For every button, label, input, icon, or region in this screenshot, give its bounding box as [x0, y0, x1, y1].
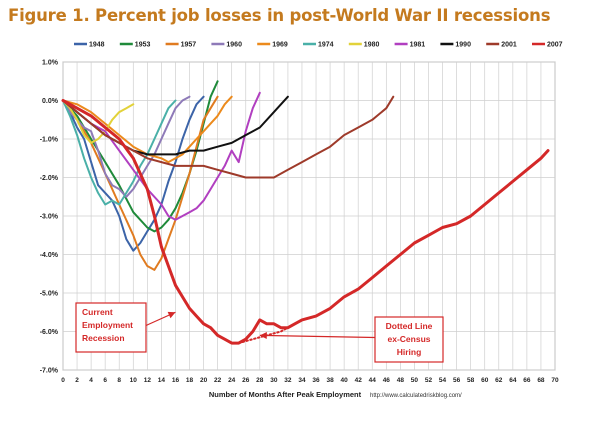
y-tick-label: -5.0%	[40, 291, 59, 298]
series-line-1948	[62, 95, 205, 252]
legend-label: 1953	[135, 42, 151, 49]
legend-label: 1980	[364, 42, 380, 49]
axes: 1.0% 0.0% -1.0% -2.0% -3.0% -4.0% -5.0% -6.0% -7…	[40, 60, 559, 385]
x-tick-label: 24	[228, 377, 236, 384]
x-tick-label: 38	[326, 377, 334, 384]
series-line-1980	[62, 99, 135, 144]
legend-label: 1957	[181, 42, 197, 49]
x-tick-label: 2	[75, 377, 79, 384]
legend-label: 1948	[89, 42, 105, 49]
x-tick-label: 34	[298, 377, 306, 384]
x-tick-label: 52	[425, 377, 433, 384]
legend-label: 1969	[272, 42, 288, 49]
x-tick-label: 64	[509, 377, 517, 384]
legend-label: 2001	[501, 42, 517, 49]
y-tick-label: -6.0%	[40, 329, 59, 336]
legend-label: 1960	[226, 42, 242, 49]
x-tick-label: 46	[383, 377, 391, 384]
source-url: http://www.calculatedriskblog.com/	[370, 393, 462, 399]
x-tick-label: 28	[256, 377, 264, 384]
x-tick-label: 66	[523, 377, 531, 384]
x-tick-label: 70	[551, 377, 559, 384]
annotation-text: Recession	[82, 333, 125, 343]
y-tick-label: -7.0%	[40, 368, 59, 375]
x-tick-label: 12	[144, 377, 152, 384]
x-tick-label: 26	[242, 377, 250, 384]
annotation-text: ex-Census	[388, 334, 431, 344]
x-tick-label: 4	[89, 377, 93, 384]
annotation-box	[374, 316, 444, 363]
x-tick-label: 8	[117, 377, 121, 384]
x-tick-label: 22	[214, 377, 222, 384]
legend-label: 2007	[547, 42, 563, 49]
annotation-text: Dotted Line	[386, 321, 433, 331]
annotation-box	[75, 302, 147, 353]
x-tick-label: 14	[158, 377, 166, 384]
x-tick-label: 48	[397, 377, 405, 384]
y-tick-label: 0.0%	[42, 98, 59, 105]
series-line-1960	[62, 95, 191, 198]
x-tick-label: 30	[270, 377, 278, 384]
x-tick-label: 20	[200, 377, 208, 384]
x-tick-label: 0	[61, 377, 65, 384]
chart-title: Figure 1. Percent job losses in post-Wor…	[8, 6, 551, 25]
x-tick-label: 36	[312, 377, 320, 384]
legend-label: 1981	[410, 42, 426, 49]
annotation-arrow	[259, 334, 376, 339]
x-tick-label: 68	[537, 377, 545, 384]
x-tick-label: 6	[103, 377, 107, 384]
x-tick-label: 56	[453, 377, 461, 384]
series-line-2007	[61, 99, 550, 345]
annotation-text: Employment	[82, 320, 133, 330]
x-tick-label: 54	[439, 377, 447, 384]
legend-label: 1974	[318, 42, 334, 49]
x-tick-label: 16	[172, 377, 180, 384]
series-line-2001	[62, 95, 395, 179]
legend: 1948 1953 1957 1960 1969 1974 1980 1981 1990 2001…	[74, 42, 563, 49]
x-tick-label: 50	[411, 377, 419, 384]
x-tick-label: 58	[467, 377, 475, 384]
x-tick-label: 62	[495, 377, 503, 384]
x-tick-label: 42	[355, 377, 363, 384]
x-tick-label: 32	[284, 377, 292, 384]
annotations: Current Employment Recession Dotted Line ex-…	[75, 302, 444, 363]
annotation-arrowhead	[167, 311, 176, 319]
annotation-text: Current	[82, 307, 113, 317]
series-line-1974	[62, 99, 177, 206]
legend-label: 1990	[455, 42, 471, 49]
annotation-text: Hiring	[397, 347, 422, 357]
y-tick-label: 1.0%	[42, 60, 59, 67]
series-line-1969	[62, 95, 233, 164]
x-tick-label: 10	[130, 377, 138, 384]
x-tick-label: 40	[341, 377, 349, 384]
y-tick-label: -1.0%	[40, 137, 59, 144]
x-tick-label: 60	[481, 377, 489, 384]
x-tick-label: 44	[369, 377, 377, 384]
annotation-arrowhead	[259, 332, 267, 339]
y-tick-label: -3.0%	[40, 214, 59, 221]
x-axis-label: Number of Months After Peak Employment	[209, 390, 362, 399]
y-tick-label: -4.0%	[40, 252, 59, 259]
y-tick-label: -2.0%	[40, 175, 59, 182]
x-tick-label: 18	[186, 377, 194, 384]
series-line-1981	[62, 91, 261, 221]
